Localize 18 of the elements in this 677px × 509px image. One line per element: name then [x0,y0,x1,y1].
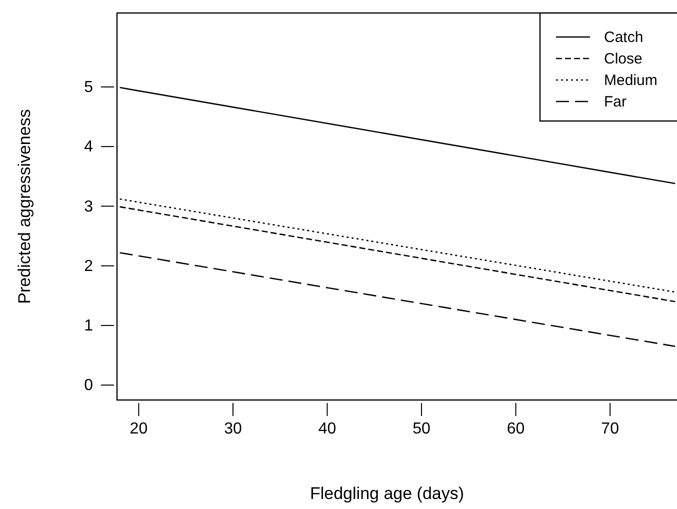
y-tick-label: 0 [84,377,94,394]
x-tick-label: 70 [601,420,620,438]
y-tick-label: 1 [84,318,94,335]
x-axis-title: Fledgling age (days) [310,484,464,503]
y-tick-label: 4 [84,138,94,156]
x-tick-label: 30 [224,420,242,438]
x-tick-label: 60 [506,420,525,438]
legend-label: Medium [604,72,658,89]
y-tick-label: 2 [84,258,94,275]
y-axis-title: Predicted aggressiveness [15,109,34,304]
legend-label: Far [604,94,627,110]
legend-label: Close [604,50,642,68]
x-tick-label: 50 [412,420,431,438]
x-tick-label: 40 [318,420,336,438]
legend-label: Catch [604,29,644,46]
y-tick-label: 5 [84,79,94,96]
y-tick-label: 3 [84,198,94,216]
x-tick-label: 20 [130,420,148,438]
